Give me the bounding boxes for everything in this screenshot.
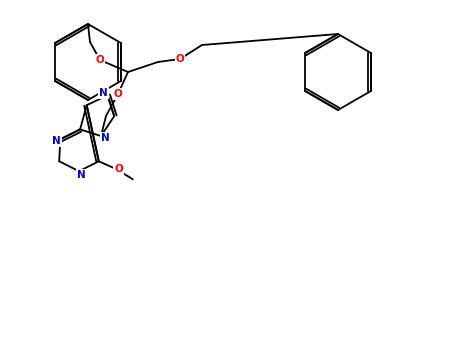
Text: N: N [76, 170, 86, 180]
Text: O: O [114, 164, 123, 174]
Text: O: O [96, 55, 104, 65]
Text: O: O [114, 89, 122, 99]
Text: N: N [52, 136, 61, 146]
Text: N: N [99, 88, 108, 98]
Text: O: O [176, 54, 184, 64]
Text: N: N [101, 133, 109, 143]
